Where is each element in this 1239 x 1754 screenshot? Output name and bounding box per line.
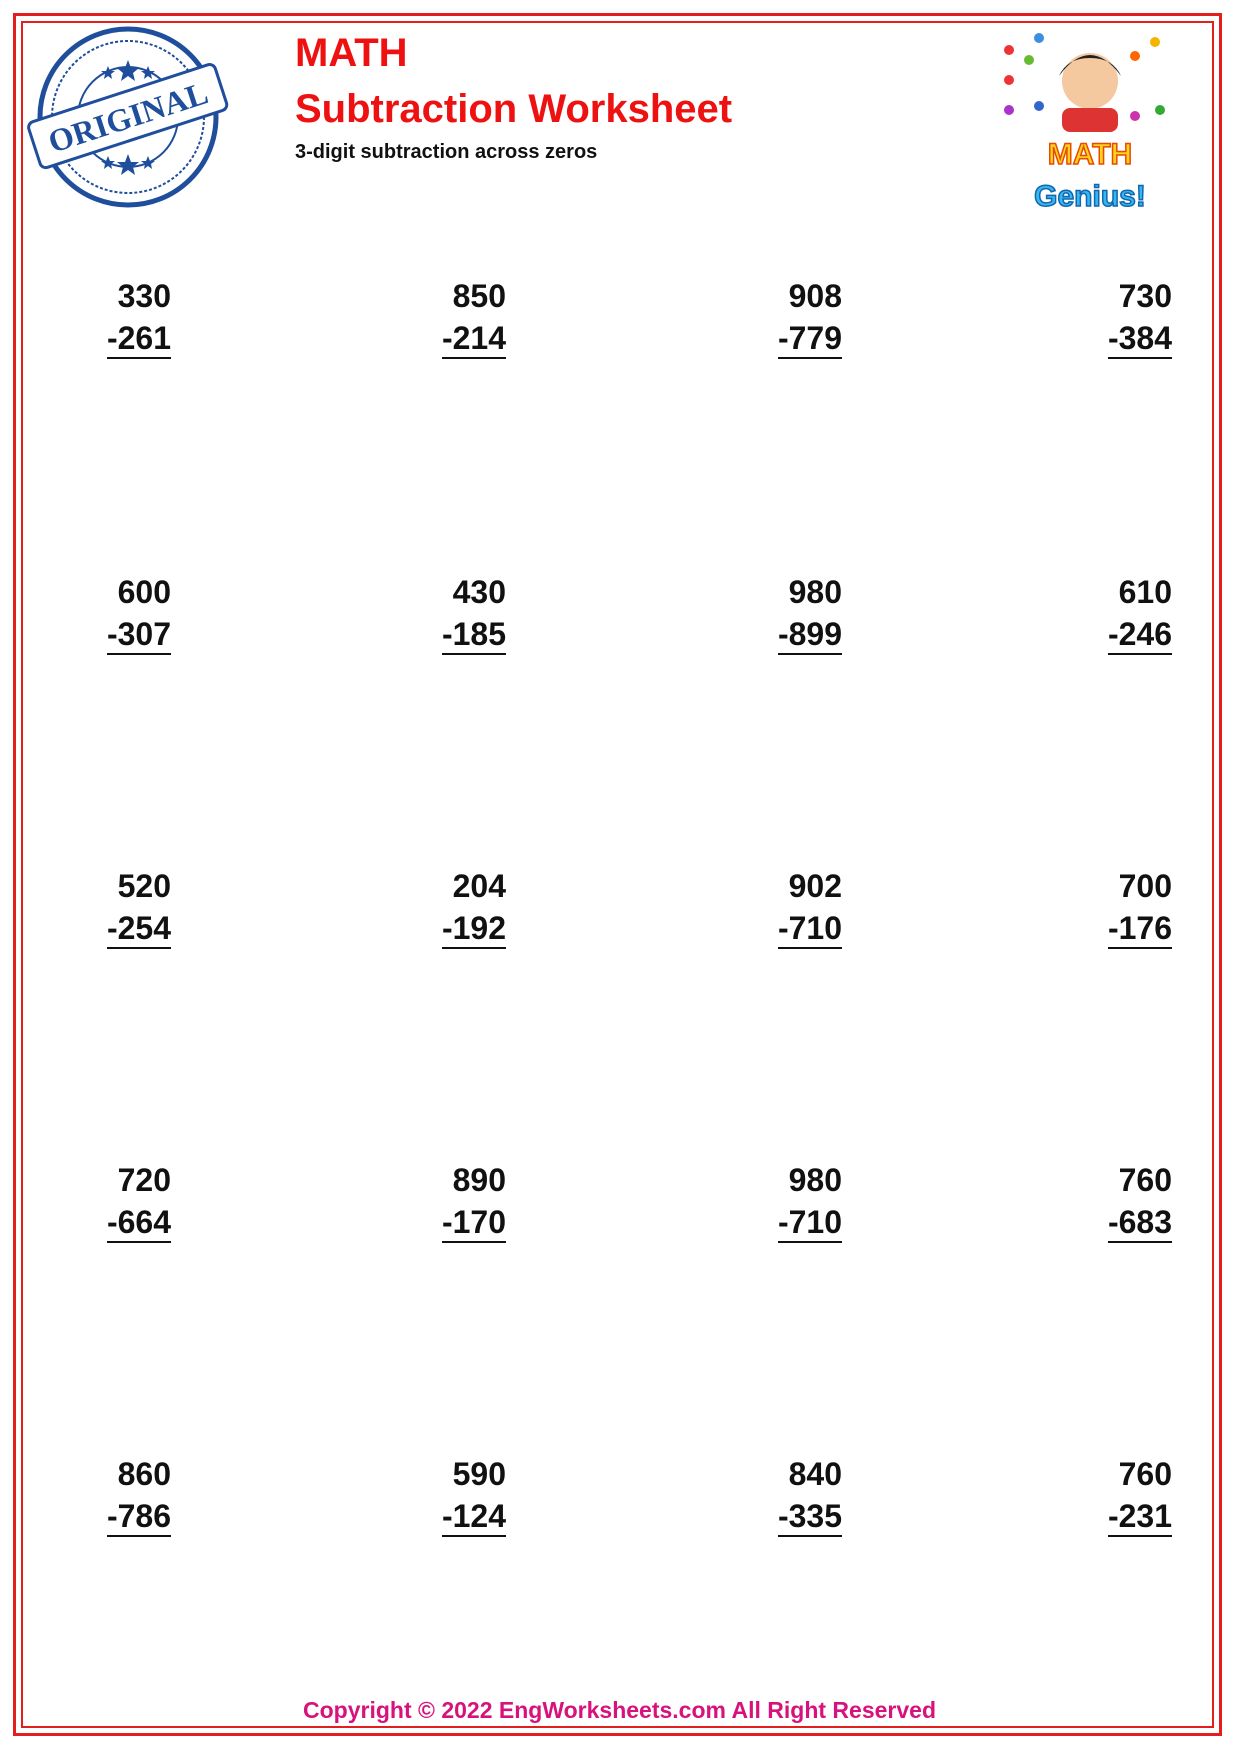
subtrahend: -254 (106, 909, 171, 949)
subtraction-problem: 980 -710 (682, 1159, 842, 1243)
subtrahend: -170 (441, 1203, 506, 1243)
minuend: 600 (117, 574, 171, 610)
minuend: 520 (117, 868, 171, 904)
svg-text:Genius!: Genius! (1034, 180, 1146, 211)
minuend: 720 (117, 1162, 171, 1198)
subtraction-problem: 860 -786 (11, 1453, 171, 1537)
subtraction-problem: 700 -176 (1012, 865, 1172, 949)
title-worksheet: Subtraction Worksheet (295, 87, 733, 131)
subtraction-problem: 204 -192 (346, 865, 506, 949)
subtraction-problem: 590 -124 (346, 1453, 506, 1537)
subtrahend: -214 (441, 319, 506, 359)
subtrahend: -710 (777, 909, 842, 949)
subtraction-problem: 720 -664 (11, 1159, 171, 1243)
subtraction-problem: 980 -899 (682, 571, 842, 655)
subtraction-problem: 902 -710 (682, 865, 842, 949)
subtrahend: -124 (441, 1497, 506, 1537)
subtraction-problem: 430 -185 (346, 571, 506, 655)
stamp-stars-icon (101, 60, 155, 175)
subtrahend: -384 (1107, 319, 1172, 359)
floating-numbers-icon (1004, 33, 1165, 121)
subtraction-problem: 610 -246 (1012, 571, 1172, 655)
subtraction-problem: 908 -779 (682, 275, 842, 359)
subtraction-problem: 520 -254 (11, 865, 171, 949)
minuend: 700 (1118, 868, 1172, 904)
subtrahend: -710 (777, 1203, 842, 1243)
subtrahend: -192 (441, 909, 506, 949)
subtrahend: -185 (441, 615, 506, 655)
minuend: 760 (1118, 1456, 1172, 1492)
subtraction-problem: 760 -231 (1012, 1453, 1172, 1537)
minuend: 760 (1118, 1162, 1172, 1198)
subtrahend: -786 (106, 1497, 171, 1537)
subtrahend: -664 (106, 1203, 171, 1243)
original-stamp-logo: ORIGINAL (27, 26, 229, 208)
math-genius-logo: MATH Genius! (1004, 33, 1165, 211)
minuend: 730 (1118, 278, 1172, 314)
page-border-outer (13, 13, 1222, 1736)
subtrahend: -176 (1107, 909, 1172, 949)
subtrahend: -261 (106, 319, 171, 359)
subtrahend: -899 (777, 615, 842, 655)
minuend: 980 (788, 574, 842, 610)
minuend: 890 (452, 1162, 506, 1198)
subtrahend: -335 (777, 1497, 842, 1537)
minuend: 330 (117, 278, 171, 314)
subtraction-problem: 600 -307 (11, 571, 171, 655)
minuend: 840 (788, 1456, 842, 1492)
copyright-footer: Copyright © 2022 EngWorksheets.com All R… (303, 1697, 936, 1723)
worksheet-subtitle: 3-digit subtraction across zeros (295, 141, 598, 163)
minuend: 610 (1118, 574, 1172, 610)
subtrahend: -779 (777, 319, 842, 359)
subtrahend: -683 (1107, 1203, 1172, 1243)
minuend: 430 (452, 574, 506, 610)
subtraction-problem: 840 -335 (682, 1453, 842, 1537)
minuend: 908 (788, 278, 842, 314)
subtraction-problem: 850 -214 (346, 275, 506, 359)
minuend: 850 (452, 278, 506, 314)
minuend: 204 (452, 868, 506, 904)
svg-text:MATH: MATH (1048, 138, 1132, 171)
minuend: 590 (452, 1456, 506, 1492)
subtraction-problem: 760 -683 (1012, 1159, 1172, 1243)
page-border-inner (21, 21, 1214, 1728)
subtraction-problem: 890 -170 (346, 1159, 506, 1243)
subtrahend: -231 (1107, 1497, 1172, 1537)
minuend: 980 (788, 1162, 842, 1198)
minuend: 902 (788, 868, 842, 904)
subtraction-problem: 330 -261 (11, 275, 171, 359)
subtrahend: -307 (106, 615, 171, 655)
title-math: MATH (295, 31, 408, 75)
subtrahend: -246 (1107, 615, 1172, 655)
subtraction-problem: 730 -384 (1012, 275, 1172, 359)
minuend: 860 (117, 1456, 171, 1492)
